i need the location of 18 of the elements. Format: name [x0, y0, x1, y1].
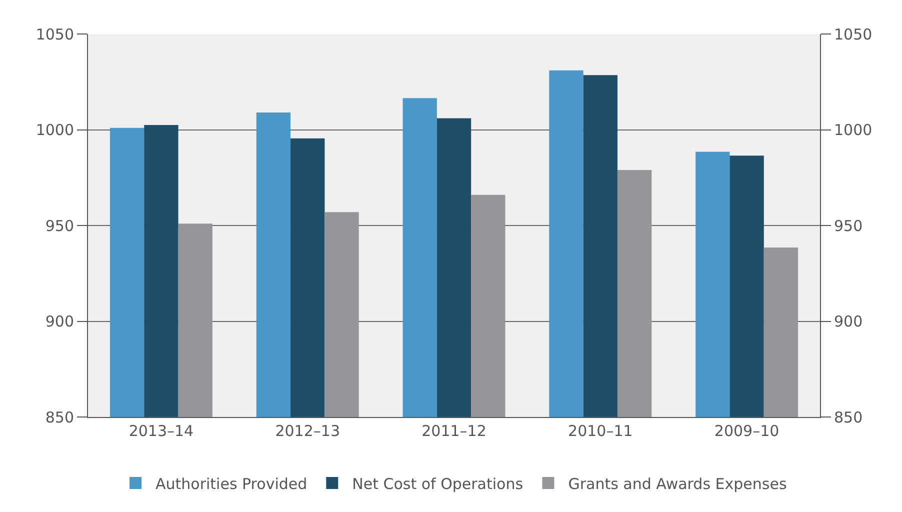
y-tick-label: 950 [45, 216, 74, 235]
y-tick-label: 850 [45, 408, 74, 426]
y2-tick-label: 950 [834, 216, 863, 235]
y-tick-label: 1050 [36, 25, 74, 44]
y2-tick-label: 850 [834, 408, 863, 426]
x-tick-label: 2010–11 [568, 422, 633, 440]
y2-tick-label: 1000 [834, 121, 872, 139]
y2-tick-label: 1050 [834, 25, 872, 44]
x-tick-label: 2012–13 [275, 422, 340, 440]
x-tick-label: 2009–10 [714, 422, 780, 440]
legend-label: Net Cost of Operations [352, 474, 524, 493]
legend-label: Grants and Awards Expenses [568, 474, 787, 493]
x-tick-label: 2011–12 [422, 422, 486, 440]
legend-label: Authorities Provided [156, 474, 308, 493]
x-tick-label: 2013–14 [128, 422, 194, 440]
y-tick-label: 900 [45, 312, 74, 330]
y2-tick-label: 900 [834, 312, 863, 330]
y-tick-label: 1000 [36, 121, 74, 139]
